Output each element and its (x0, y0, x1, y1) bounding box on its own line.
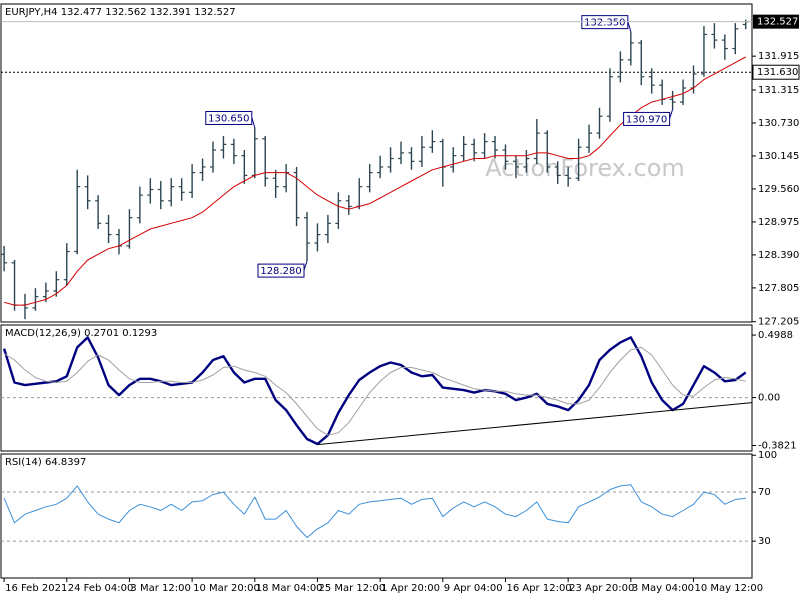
x-tick-label: 3 Mar 12:00 (130, 583, 190, 594)
x-tick-label: 9 Apr 04:00 (444, 583, 503, 594)
y-tick-label: 128.390 (758, 250, 799, 261)
panel-title: EURJPY,H4 132.477 132.562 132.391 132.52… (5, 7, 236, 18)
series-line (3, 56, 746, 306)
panel-frame (0, 453, 753, 579)
panel-frame (0, 324, 753, 452)
annotation-label: 132.350 (584, 18, 625, 29)
annotation-label: 130.970 (626, 114, 667, 125)
last-price-box (753, 14, 799, 29)
trend-line (317, 402, 753, 446)
annotation-box (623, 111, 671, 126)
y-tick-label: 0.4988 (758, 330, 793, 341)
series-line (2, 336, 747, 446)
y-tick-label: -0.3821 (758, 440, 797, 451)
y-tick-label: 0.00 (758, 393, 780, 404)
x-tick-label: 25 Mar 12:00 (318, 583, 385, 594)
x-tick-label: 16 Apr 12:00 (506, 583, 571, 594)
panel-title: MACD(12,26,9) 0.2701 0.1293 (5, 328, 157, 339)
x-tick-label: 10 Mar 20:00 (193, 583, 260, 594)
watermark: ActionForex.com (485, 154, 685, 182)
price-label-box (752, 64, 800, 80)
x-tick-label: 24 Feb 04:00 (68, 583, 134, 594)
price-label: 131.630 (757, 67, 798, 78)
x-tick-label: 18 Mar 04:00 (256, 583, 323, 594)
annotation-box (257, 263, 305, 278)
y-tick-label: 128.975 (758, 217, 799, 228)
x-tick-label: 10 May 12:00 (695, 583, 764, 594)
series-line (3, 484, 746, 538)
panel-frame (0, 3, 753, 323)
y-tick-label: 130.145 (758, 151, 799, 162)
series-line (3, 346, 746, 436)
y-tick-label: 127.205 (758, 317, 799, 328)
annotation-box (205, 110, 253, 125)
y-tick-label: 131.915 (758, 51, 799, 62)
x-tick-label: 1 Apr 20:00 (381, 583, 440, 594)
y-tick-label: 131.315 (758, 85, 799, 96)
annotation-label: 130.650 (208, 113, 249, 124)
y-tick-label: 127.805 (758, 283, 799, 294)
panel-title: RSI(14) 64.8397 (5, 457, 86, 468)
x-tick-label: 3 May 04:00 (632, 583, 694, 594)
y-tick-label: 130.730 (758, 118, 799, 129)
x-tick-label: 16 Feb 2021 (5, 583, 67, 594)
y-tick-label: 70 (758, 487, 771, 498)
annotation-label: 128.280 (260, 266, 301, 277)
last-price-label: 132.527 (757, 17, 798, 28)
y-tick-label: 30 (758, 536, 771, 547)
y-tick-label: 129.560 (758, 184, 799, 195)
x-tick-label: 23 Apr 20:00 (569, 583, 634, 594)
y-tick-label: 100 (758, 450, 777, 461)
